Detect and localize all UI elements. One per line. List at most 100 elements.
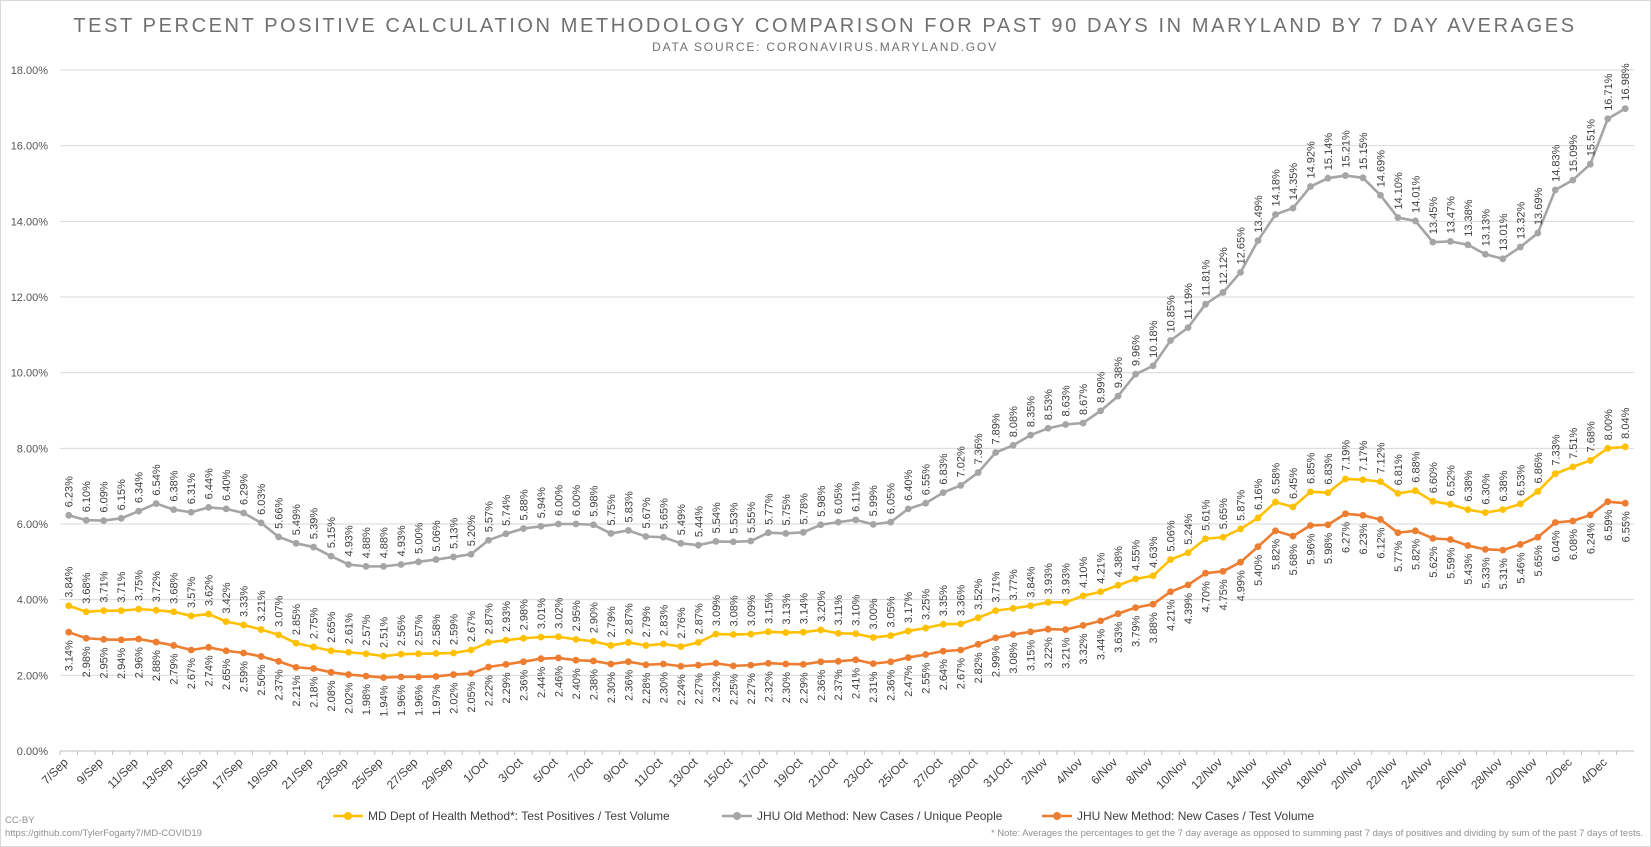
data-point-jhu-old[interactable] (1429, 238, 1437, 246)
data-point-jhu-new[interactable] (415, 673, 422, 681)
data-point-md-dept[interactable] (275, 631, 283, 639)
data-point-jhu-new[interactable] (1079, 621, 1087, 629)
data-point-jhu-new[interactable] (1377, 516, 1384, 523)
data-point-jhu-new[interactable] (240, 649, 248, 657)
data-point-md-dept[interactable] (1202, 535, 1209, 543)
data-point-md-dept[interactable] (1272, 498, 1279, 506)
data-point-jhu-old[interactable] (1569, 176, 1577, 184)
data-point-jhu-new[interactable] (432, 673, 440, 680)
data-point-jhu-old[interactable] (624, 527, 632, 534)
data-point-md-dept[interactable] (1621, 443, 1629, 451)
data-point-md-dept[interactable] (1062, 598, 1070, 606)
data-point-md-dept[interactable] (1604, 444, 1612, 452)
data-point-jhu-new[interactable] (747, 661, 755, 669)
data-point-jhu-new[interactable] (205, 643, 213, 651)
data-point-jhu-old[interactable] (642, 533, 650, 540)
data-point-md-dept[interactable] (887, 632, 895, 640)
data-point-jhu-old[interactable] (1272, 211, 1279, 218)
data-point-md-dept[interactable] (362, 650, 370, 658)
data-point-jhu-new[interactable] (257, 653, 265, 660)
data-point-jhu-old[interactable] (1359, 174, 1367, 182)
data-point-md-dept[interactable] (170, 608, 178, 616)
data-point-jhu-old[interactable] (100, 517, 108, 524)
data-point-md-dept[interactable] (712, 630, 720, 638)
data-point-jhu-old[interactable] (1586, 160, 1594, 168)
data-point-jhu-old[interactable] (1044, 424, 1052, 432)
data-point-md-dept[interactable] (1009, 604, 1017, 612)
data-point-jhu-old[interactable] (1219, 289, 1227, 296)
data-point-md-dept[interactable] (1464, 506, 1472, 514)
data-point-jhu-new[interactable] (502, 660, 510, 668)
data-point-md-dept[interactable] (432, 649, 440, 657)
data-point-md-dept[interactable] (537, 633, 545, 641)
data-point-md-dept[interactable] (974, 614, 982, 622)
data-point-jhu-old[interactable] (1446, 237, 1454, 245)
data-point-jhu-new[interactable] (1272, 527, 1279, 535)
data-point-jhu-new[interactable] (1062, 626, 1070, 633)
data-point-jhu-old[interactable] (292, 539, 300, 547)
data-point-md-dept[interactable] (1237, 525, 1244, 533)
data-point-jhu-old[interactable] (275, 533, 283, 541)
data-point-jhu-new[interactable] (1446, 536, 1454, 543)
data-point-jhu-old[interactable] (362, 562, 370, 570)
data-point-jhu-new[interactable] (590, 657, 597, 665)
data-point-jhu-new[interactable] (572, 656, 580, 664)
data-point-md-dept[interactable] (1307, 488, 1314, 496)
data-point-md-dept[interactable] (1481, 509, 1489, 517)
data-point-md-dept[interactable] (1586, 457, 1594, 464)
data-point-md-dept[interactable] (1516, 500, 1524, 508)
data-point-md-dept[interactable] (555, 633, 562, 641)
data-point-jhu-new[interactable] (852, 656, 860, 664)
data-point-md-dept[interactable] (1394, 489, 1402, 497)
data-point-md-dept[interactable] (100, 607, 108, 615)
data-point-md-dept[interactable] (957, 620, 965, 628)
data-point-jhu-old[interactable] (939, 489, 947, 496)
data-point-md-dept[interactable] (764, 628, 772, 636)
data-point-jhu-old[interactable] (1237, 269, 1244, 276)
data-point-jhu-old[interactable] (1184, 324, 1192, 332)
data-point-jhu-old[interactable] (345, 561, 352, 568)
data-point-jhu-old[interactable] (729, 538, 737, 546)
data-point-md-dept[interactable] (852, 630, 860, 638)
data-point-jhu-old[interactable] (1167, 337, 1174, 344)
data-point-md-dept[interactable] (1324, 489, 1332, 496)
data-point-jhu-new[interactable] (1604, 498, 1612, 506)
data-point-md-dept[interactable] (834, 629, 842, 637)
data-point-jhu-new[interactable] (310, 665, 317, 672)
data-point-jhu-old[interactable] (117, 514, 125, 522)
data-point-jhu-new[interactable] (187, 646, 195, 654)
data-point-jhu-new[interactable] (729, 662, 737, 670)
data-point-md-dept[interactable] (869, 634, 877, 641)
data-point-jhu-old[interactable] (502, 530, 510, 538)
data-point-jhu-new[interactable] (362, 672, 370, 680)
data-point-jhu-old[interactable] (922, 499, 930, 507)
data-point-jhu-new[interactable] (624, 658, 632, 666)
data-point-jhu-old[interactable] (1551, 186, 1559, 194)
data-point-md-dept[interactable] (257, 626, 265, 633)
data-point-jhu-new[interactable] (1586, 511, 1594, 519)
data-point-jhu-new[interactable] (1184, 581, 1192, 589)
data-point-md-dept[interactable] (939, 620, 947, 628)
data-point-jhu-new[interactable] (397, 673, 405, 681)
data-point-jhu-old[interactable] (170, 506, 178, 514)
legend-item-jhu-old[interactable]: JHU Old Method: New Cases / Unique Peopl… (722, 809, 1003, 823)
data-point-jhu-old[interactable] (1377, 191, 1384, 199)
data-point-jhu-new[interactable] (1429, 534, 1437, 542)
data-point-jhu-old[interactable] (1481, 250, 1489, 258)
data-point-md-dept[interactable] (415, 650, 422, 658)
data-point-md-dept[interactable] (485, 639, 492, 646)
data-point-jhu-old[interactable] (1516, 243, 1524, 251)
data-point-md-dept[interactable] (1184, 549, 1192, 557)
data-point-md-dept[interactable] (1289, 503, 1297, 511)
data-point-jhu-old[interactable] (834, 518, 842, 526)
data-point-jhu-old[interactable] (1307, 183, 1314, 190)
data-point-jhu-old[interactable] (747, 537, 755, 545)
data-point-jhu-new[interactable] (1097, 617, 1104, 625)
data-point-jhu-old[interactable] (537, 522, 545, 530)
data-point-jhu-old[interactable] (310, 543, 317, 551)
data-point-jhu-old[interactable] (1114, 392, 1122, 400)
data-point-md-dept[interactable] (1079, 592, 1087, 600)
data-point-md-dept[interactable] (1132, 575, 1139, 583)
data-point-jhu-new[interactable] (1464, 542, 1472, 549)
data-point-jhu-new[interactable] (1202, 569, 1209, 577)
